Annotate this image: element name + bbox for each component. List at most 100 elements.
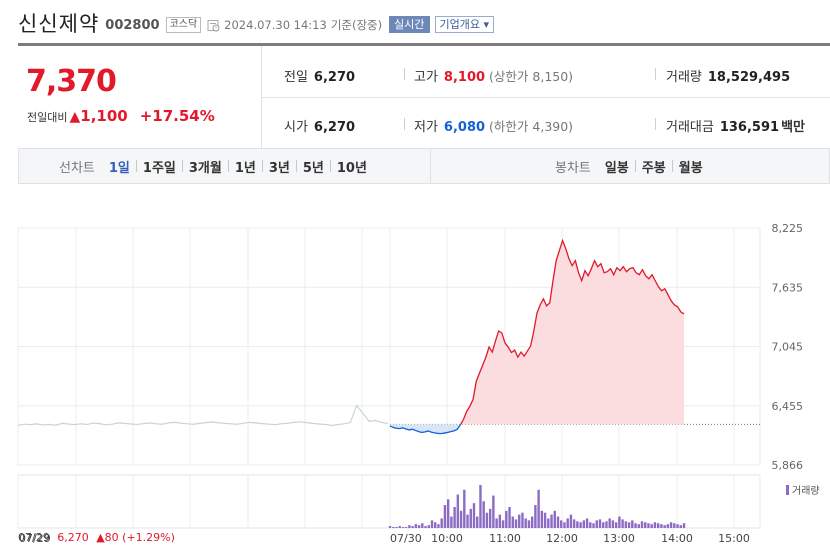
volume-label: 거래량 bbox=[666, 70, 702, 85]
volume-bar bbox=[553, 510, 556, 528]
volume-bar bbox=[637, 524, 640, 528]
volume-bar bbox=[608, 518, 611, 528]
tab-3year[interactable]: 3년 bbox=[268, 160, 290, 176]
volume-bar bbox=[421, 523, 424, 528]
volume-bar bbox=[463, 489, 466, 528]
divider bbox=[135, 160, 137, 172]
prev-day-date: 07/29 bbox=[18, 531, 50, 544]
volume-bar bbox=[566, 518, 569, 528]
volume-bar bbox=[682, 523, 686, 528]
volume-bar bbox=[446, 499, 450, 528]
x-tick-label: 12:00 bbox=[546, 532, 578, 545]
volume-bar bbox=[585, 518, 589, 528]
volume-bar bbox=[556, 516, 560, 528]
high-label: 고가 bbox=[414, 70, 438, 85]
volume-bar bbox=[676, 524, 679, 528]
x-tick-label: 07/29 bbox=[19, 532, 51, 545]
stock-name: 신신제약 bbox=[18, 12, 100, 36]
volume-bar bbox=[540, 510, 544, 528]
volume-bar bbox=[398, 526, 401, 528]
tab-5year[interactable]: 5년 bbox=[302, 160, 324, 176]
volume-bar bbox=[537, 489, 540, 528]
company-info-dropdown[interactable]: 기업개요 ▾ bbox=[434, 16, 495, 33]
y-tick-label: 8,225 bbox=[772, 222, 804, 235]
volume-bar bbox=[488, 508, 492, 528]
price-area-down bbox=[390, 424, 461, 434]
volume-bar bbox=[631, 520, 634, 528]
volume-bar bbox=[434, 522, 437, 528]
y-tick-label: 6,455 bbox=[772, 400, 804, 413]
divider bbox=[181, 160, 183, 172]
volume-bar bbox=[469, 508, 472, 528]
open-price: 시가 6,270 bbox=[284, 116, 355, 135]
volume-bar bbox=[437, 524, 440, 528]
tab-1year[interactable]: 1년 bbox=[234, 160, 256, 176]
volume-legend-label: 거래량 bbox=[792, 486, 820, 497]
volume-bar bbox=[627, 522, 631, 528]
volume-bar bbox=[479, 485, 482, 528]
open-value: 6,270 bbox=[313, 120, 356, 135]
quote-panel: 7,370 전일대비 ▲ 1,100 +17.54% 전일 6,270 고가 8… bbox=[18, 43, 830, 149]
volume-value: 18,529,495 bbox=[707, 70, 791, 85]
timestamp-basis: 기준(장중) bbox=[330, 18, 383, 32]
volume-bar bbox=[656, 523, 660, 528]
volume-bar bbox=[388, 526, 392, 528]
tab-weekly-candle[interactable]: 주봉 bbox=[641, 160, 666, 176]
volume-bar bbox=[614, 522, 618, 528]
volume-bar bbox=[408, 525, 411, 528]
divider bbox=[671, 160, 673, 172]
prev-day-line bbox=[17, 404, 389, 427]
line-chart-label: 선차트 bbox=[59, 160, 95, 176]
volume-bar bbox=[521, 512, 524, 528]
divider bbox=[404, 118, 405, 130]
volume-bar bbox=[427, 525, 430, 528]
clock-icon bbox=[207, 19, 220, 31]
volume-bar bbox=[572, 519, 576, 528]
volume-bar bbox=[424, 526, 427, 528]
y-tick-label: 5,866 bbox=[772, 459, 804, 472]
volume-frame bbox=[17, 474, 761, 529]
volume-bar bbox=[624, 521, 628, 528]
low-price: 저가 6,080 (하한가 4,390) bbox=[414, 116, 573, 135]
stock-header: 신신제약 002800 코스닥 2024.07.30 14:13 기준(장중) … bbox=[18, 10, 495, 36]
tab-1week[interactable]: 1주일 bbox=[142, 160, 176, 176]
y-tick-label: 7,635 bbox=[772, 281, 804, 294]
volume-bar bbox=[653, 522, 657, 528]
price-chart[interactable]: 8,225 7,635 7,045 6,455 5,866 07/29 07/30 10:00… bbox=[0, 190, 830, 558]
x-tick-label: 14:00 bbox=[661, 532, 693, 545]
period-tabs: 선차트 1일 1주일 3개월 1년 3년 5년 10년 bbox=[59, 149, 367, 183]
prev-close: 전일 6,270 bbox=[284, 66, 355, 85]
volume-bar bbox=[673, 523, 676, 528]
divider bbox=[295, 160, 297, 172]
volume-bar bbox=[508, 506, 511, 528]
prev-day-summary: 07/29 6,270 ▲80 (+1.29%) bbox=[18, 531, 175, 544]
price-area-up bbox=[460, 240, 684, 425]
volume-bar bbox=[640, 521, 644, 528]
tab-1day[interactable]: 1일 bbox=[108, 160, 130, 176]
volume-bar bbox=[534, 505, 537, 528]
x-tick-label: 13:00 bbox=[603, 532, 635, 545]
volume-bar bbox=[589, 522, 592, 528]
tab-daily-candle[interactable]: 일봉 bbox=[604, 160, 629, 176]
chart-toolbar: 선차트 1일 1주일 3개월 1년 3년 5년 10년 봉차트 일봉 주봉 월봉 bbox=[18, 148, 830, 184]
high-price: 고가 8,100 (상한가 8,150) bbox=[414, 66, 573, 85]
volume-bar bbox=[527, 520, 531, 528]
change-label: 전일대비 bbox=[27, 111, 68, 124]
volume-bar bbox=[550, 514, 553, 528]
divider bbox=[430, 149, 431, 183]
tab-monthly-candle[interactable]: 월봉 bbox=[678, 160, 703, 176]
tab-3month[interactable]: 3개월 bbox=[188, 160, 222, 176]
volume-bar bbox=[647, 523, 650, 528]
market-badge: 코스닥 bbox=[165, 16, 202, 33]
volume-bar bbox=[395, 527, 398, 528]
tab-10year[interactable]: 10년 bbox=[336, 160, 367, 176]
volume-bar bbox=[430, 520, 434, 528]
volume-bar bbox=[443, 505, 447, 528]
realtime-button[interactable]: 실시간 bbox=[389, 16, 430, 33]
stock-code: 002800 bbox=[105, 17, 160, 33]
volume-bar bbox=[440, 518, 443, 528]
volume-bar bbox=[530, 516, 534, 528]
volume-bar bbox=[466, 514, 469, 528]
volume-bar bbox=[663, 525, 666, 528]
volume-bar bbox=[495, 518, 498, 528]
